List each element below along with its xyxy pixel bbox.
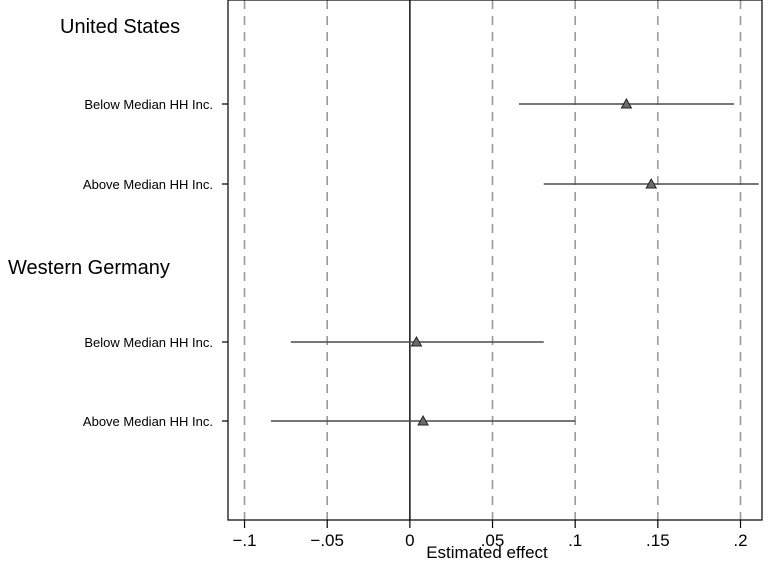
x-tick-label: .15 xyxy=(646,531,670,550)
row-label: Below Median HH Inc. xyxy=(84,97,213,112)
x-tick-label: .1 xyxy=(568,531,582,550)
x-tick-label: 0 xyxy=(405,531,414,550)
point-estimate-marker xyxy=(410,335,423,347)
x-tick-label: .05 xyxy=(481,531,505,550)
point-estimate-marker xyxy=(417,414,429,426)
x-tick-label: .2 xyxy=(733,531,747,550)
point-estimate-marker xyxy=(620,97,633,109)
x-axis-title: Estimated effect xyxy=(426,543,548,562)
group-label: Western Germany xyxy=(8,257,170,279)
row-labels: United States Below Median HH Inc. Above M… xyxy=(8,16,213,429)
plot-frame xyxy=(227,0,763,521)
x-axis-ticks: −.1 −.05 0 .05 .1 .15 .2 xyxy=(222,103,748,550)
x-tick-label: −.1 xyxy=(232,531,256,550)
point-estimate-marker xyxy=(645,177,658,189)
x-tick-label: −.05 xyxy=(310,531,344,550)
row-label: Below Median HH Inc. xyxy=(84,335,213,350)
grid-layer xyxy=(243,0,742,520)
row-label: Above Median HH Inc. xyxy=(83,414,213,429)
row-label: Above Median HH Inc. xyxy=(83,177,213,192)
data-layer xyxy=(270,97,759,426)
group-label: United States xyxy=(60,16,180,38)
